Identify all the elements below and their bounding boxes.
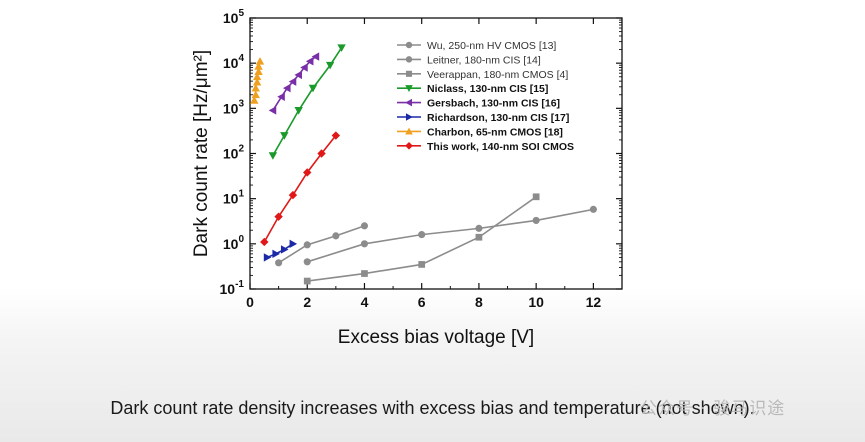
series-0-point — [275, 259, 283, 267]
caption-band — [0, 288, 865, 442]
x-tick-label: 6 — [418, 294, 426, 310]
legend-marker — [405, 41, 413, 49]
series-6-point — [252, 72, 262, 81]
series-3-point — [268, 152, 278, 160]
series-6-point — [254, 62, 263, 70]
series-4-point — [305, 57, 314, 66]
series-6-point — [251, 83, 260, 92]
series-3-point — [325, 61, 335, 70]
y-tick-label: 100 — [223, 234, 245, 252]
x-tick-label: 10 — [528, 294, 544, 310]
series-4-point — [288, 77, 297, 86]
x-tick-label: 8 — [475, 294, 483, 310]
legend-label: This work, 140-nm SOI CMOS — [427, 141, 574, 153]
series-7-point — [288, 190, 298, 200]
series-1-point — [303, 258, 311, 266]
series-1-point — [532, 216, 540, 224]
series-1-point — [418, 231, 426, 239]
series-4-point — [294, 70, 303, 80]
legend-label: Gersbach, 130-nm CIS [16] — [427, 98, 560, 110]
series-4-point — [283, 83, 291, 93]
y-axis-title: Dark count rate [Hz/μm²] — [191, 50, 212, 257]
legend-marker — [405, 127, 413, 135]
series-6-point — [251, 90, 260, 99]
legend-label: Leitner, 180-nm CIS [14] — [427, 54, 541, 66]
legend-label: Wu, 250-nm HV CMOS [13] — [427, 40, 556, 52]
legend-label: Charbon, 65-nm CMOS [18] — [427, 126, 563, 138]
figure-caption: Dark count rate density increases with e… — [110, 398, 755, 418]
legend-label: Niclass, 130-nm CIS [15] — [427, 83, 548, 95]
series-7-point — [274, 212, 283, 221]
series-1-line — [306, 208, 594, 263]
series-5-point — [263, 253, 272, 262]
series-1-point — [589, 205, 597, 213]
series-2-point — [418, 261, 426, 268]
legend-marker — [405, 70, 413, 77]
x-tick-label: 4 — [361, 294, 369, 310]
legend-label: Richardson, 130-nm CIS [17] — [427, 112, 569, 124]
series-5-point — [280, 245, 289, 254]
series-6-point — [252, 77, 262, 86]
series-6-point — [255, 57, 265, 65]
y-tick-label: 10-1 — [220, 279, 245, 297]
y-tick-label: 105 — [223, 8, 245, 26]
x-tick-label: 0 — [246, 294, 254, 310]
legend-marker — [405, 113, 413, 121]
series-2-point — [532, 193, 540, 201]
series-0-point — [303, 241, 311, 249]
series-3-point — [308, 84, 318, 93]
series-2-point — [303, 277, 311, 285]
x-tick-label: 12 — [586, 294, 602, 310]
series-7-point — [317, 149, 326, 158]
series-4-point — [300, 63, 308, 72]
series-0-point — [332, 232, 340, 240]
series-2-point — [361, 270, 368, 277]
x-tick-label: 2 — [303, 294, 311, 310]
x-axis-title: Excess bias voltage [V] — [338, 327, 534, 348]
legend-marker — [405, 56, 413, 63]
y-tick-label: 101 — [223, 189, 245, 207]
legend-marker — [405, 142, 413, 150]
legend-marker — [405, 85, 413, 92]
series-7-point — [260, 237, 269, 247]
series-5-point — [289, 239, 298, 249]
series-5-point — [272, 249, 280, 259]
y-tick-label: 103 — [223, 98, 245, 116]
series-4-point — [277, 92, 285, 102]
series-7-point — [303, 168, 312, 177]
series-6-point — [254, 67, 263, 75]
series-7-point — [331, 131, 341, 140]
legend-label: Veerappan, 180-nm CMOS [4] — [427, 69, 568, 81]
series-0-line — [278, 225, 365, 264]
series-4-point — [311, 52, 320, 61]
series-3-point — [337, 44, 346, 52]
y-tick-label: 102 — [223, 144, 245, 162]
series-1-point — [475, 224, 483, 232]
series-1-point — [360, 240, 369, 248]
legend-marker — [405, 98, 413, 107]
series-5-line — [266, 243, 294, 259]
series-3-point — [294, 107, 303, 115]
series-2-line — [307, 196, 537, 282]
series-3-point — [280, 132, 289, 140]
series-6-point — [250, 96, 259, 104]
y-tick-label: 104 — [223, 53, 245, 71]
series-7-line — [263, 135, 337, 243]
watermark: 公众号 · 骏马识途 — [640, 399, 786, 419]
series-0-point — [360, 222, 369, 230]
series-2-point — [475, 233, 483, 241]
series-4-point — [268, 106, 277, 115]
